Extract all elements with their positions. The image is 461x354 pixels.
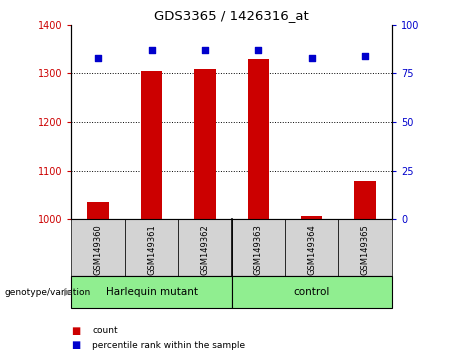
- Text: GSM149360: GSM149360: [94, 224, 103, 275]
- Text: GSM149361: GSM149361: [147, 224, 156, 275]
- Bar: [285, 219, 338, 276]
- Bar: [125, 219, 178, 276]
- Point: [361, 53, 369, 59]
- Point: [308, 55, 315, 61]
- Text: genotype/variation: genotype/variation: [5, 287, 91, 297]
- Text: percentile rank within the sample: percentile rank within the sample: [92, 341, 245, 350]
- Text: ■: ■: [71, 340, 81, 350]
- Bar: [88, 202, 109, 219]
- Bar: [194, 69, 216, 219]
- Text: GSM149365: GSM149365: [361, 224, 370, 275]
- Text: GSM149364: GSM149364: [307, 224, 316, 275]
- Bar: [301, 216, 322, 219]
- Text: GSM149363: GSM149363: [254, 224, 263, 275]
- Bar: [178, 219, 231, 276]
- Bar: [231, 276, 392, 308]
- Text: GSM149362: GSM149362: [201, 224, 209, 275]
- Bar: [231, 219, 285, 276]
- Bar: [248, 59, 269, 219]
- Text: Harlequin mutant: Harlequin mutant: [106, 287, 198, 297]
- Bar: [71, 219, 125, 276]
- Bar: [338, 219, 392, 276]
- Text: ▶: ▶: [64, 287, 71, 297]
- Bar: [71, 276, 231, 308]
- Point: [95, 55, 102, 61]
- Point: [201, 47, 209, 53]
- Point: [148, 47, 155, 53]
- Bar: [141, 71, 162, 219]
- Bar: [355, 181, 376, 219]
- Title: GDS3365 / 1426316_at: GDS3365 / 1426316_at: [154, 9, 309, 22]
- Text: count: count: [92, 326, 118, 336]
- Point: [254, 47, 262, 53]
- Text: control: control: [294, 287, 330, 297]
- Text: ■: ■: [71, 326, 81, 336]
